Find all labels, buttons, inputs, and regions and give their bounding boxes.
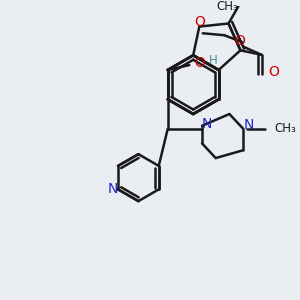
Text: O: O xyxy=(194,15,205,29)
Text: CH₃: CH₃ xyxy=(274,122,296,135)
Text: O: O xyxy=(195,56,206,70)
Text: H: H xyxy=(208,54,217,67)
Text: O: O xyxy=(268,65,279,80)
Text: N: N xyxy=(244,118,254,132)
Text: N: N xyxy=(108,182,119,197)
Text: O: O xyxy=(235,34,245,48)
Text: CH₃: CH₃ xyxy=(217,0,238,13)
Text: N: N xyxy=(202,117,212,131)
